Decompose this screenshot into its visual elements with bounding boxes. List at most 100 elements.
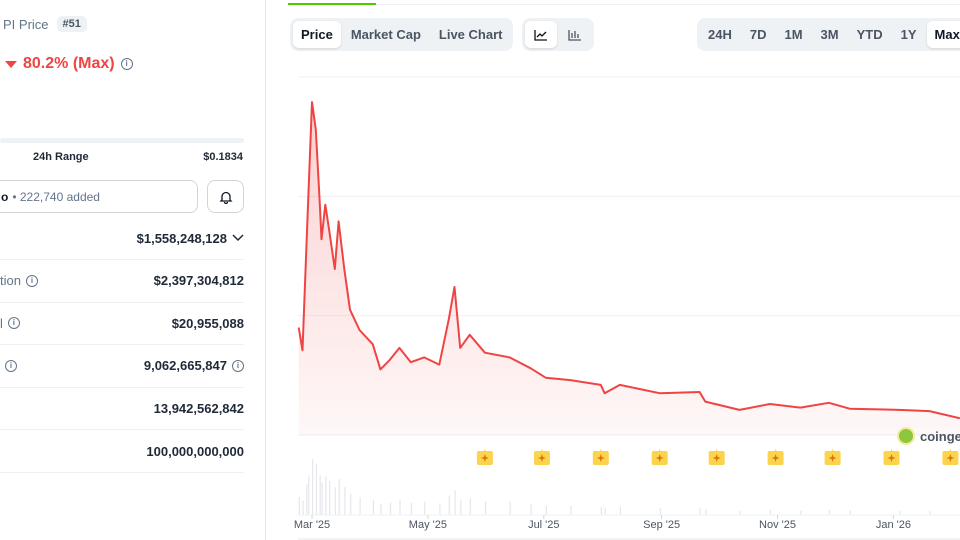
volume-bar: [334, 487, 336, 515]
info-icon[interactable]: i: [232, 359, 244, 372]
x-tick-label: May '25: [409, 519, 447, 531]
volume-bar: [298, 497, 300, 515]
volume-bar: [325, 476, 327, 515]
x-tick-label: Jul '25: [528, 519, 559, 531]
event-marker: [476, 449, 493, 465]
stat-value-text: $2,397,304,812: [153, 273, 244, 289]
stat-value-text: 9,062,665,847: [143, 358, 227, 374]
line-chart-icon: [534, 29, 547, 41]
range-1y[interactable]: 1Y: [900, 27, 917, 42]
volume-bar: [899, 510, 901, 515]
event-marker: [883, 449, 900, 465]
add-to-portfolio-button[interactable]: o • 222,740 added: [0, 180, 198, 213]
volume-bar: [448, 495, 450, 515]
info-icon[interactable]: i: [120, 58, 133, 70]
active-tab-indicator: [288, 3, 376, 5]
volume-bar: [699, 507, 701, 515]
range-max[interactable]: Max: [926, 21, 960, 48]
rank-badge: #51: [56, 16, 87, 32]
range-7d[interactable]: 7D: [749, 27, 767, 42]
volume-bar: [344, 487, 346, 515]
x-tick-label: Mar '25: [294, 519, 330, 531]
volume-bar: [659, 508, 661, 515]
range-label: 24h Range: [33, 151, 89, 163]
watermark-text: coingecko: [920, 428, 960, 444]
x-tick-label: Jan '26: [876, 519, 911, 531]
event-marker: [824, 449, 841, 465]
volume-bar: [380, 504, 382, 515]
candlestick-chart-icon: [568, 29, 581, 41]
price-change: 80.2% (Max) i: [5, 55, 133, 73]
volume-bar: [460, 500, 462, 515]
tab-market-cap[interactable]: Market Cap: [350, 27, 421, 42]
volume-bar: [570, 505, 572, 515]
volume-bar: [545, 505, 547, 515]
info-icon[interactable]: i: [7, 317, 20, 330]
chevron-down-icon[interactable]: [232, 234, 244, 242]
candlestick-chart-button[interactable]: [559, 21, 591, 48]
event-marker: [592, 449, 609, 465]
stat-label: tion i: [0, 273, 38, 288]
info-icon[interactable]: i: [25, 274, 38, 287]
event-marker: [708, 449, 725, 465]
coin-info-panel: PI Price #51 80.2% (Max) i 24h Range $0.…: [0, 0, 266, 540]
x-tick-label: Nov '25: [759, 519, 796, 531]
stat-value-text: 13,942,562,842: [153, 400, 244, 416]
volume-bar: [302, 500, 304, 515]
range-high: $0.1834: [203, 151, 243, 163]
stat-row: $1,558,248,128: [0, 217, 244, 260]
tab-live-chart[interactable]: Live Chart: [438, 27, 503, 42]
line-chart-button[interactable]: [525, 21, 557, 48]
stat-value: $2,397,304,812: [154, 273, 244, 288]
coingecko-logo-icon: [897, 427, 915, 445]
stat-label-text: l: [0, 315, 3, 331]
price-chart[interactable]: Mar '25 May '25 Jul '25 Sep '25 Nov '25 Jan '…: [290, 60, 960, 540]
volume-bar: [350, 494, 352, 515]
range-ytd[interactable]: YTD: [856, 27, 883, 42]
volume-bar: [600, 506, 602, 515]
volume-bar: [389, 502, 392, 515]
info-icon[interactable]: i: [5, 359, 17, 372]
stat-row: 100,000,000,000: [0, 430, 244, 473]
volume-bar: [359, 497, 361, 515]
chart-tab-group: Price Market Cap Live Chart: [290, 18, 514, 51]
volume-bar: [769, 509, 772, 515]
volume-bar: [306, 484, 308, 515]
coin-title: PI Price #51: [3, 16, 87, 32]
volume-bar: [739, 510, 741, 515]
price-alert-button[interactable]: [207, 180, 244, 213]
x-tick-label: Sep '25: [643, 519, 680, 531]
volume-bar: [308, 475, 310, 515]
stat-value: 100,000,000,000: [146, 444, 244, 459]
stat-value: $20,955,088: [172, 316, 244, 331]
price-change-value: 80.2% (Max): [23, 55, 115, 72]
volume-bar: [399, 500, 401, 515]
volume-bar: [800, 510, 802, 515]
volume-bar: [604, 508, 606, 515]
stat-value: $1,558,248,128: [137, 231, 244, 246]
stat-label-text: tion: [0, 273, 21, 289]
volume-bar: [319, 475, 321, 515]
tab-price[interactable]: Price: [293, 21, 341, 48]
volume-bar: [828, 509, 830, 515]
volume-bar: [849, 510, 851, 515]
stat-row: l i $20,955,088: [0, 302, 244, 346]
volume-bar: [321, 482, 323, 515]
volume-bar: [454, 490, 456, 515]
volume-bar: [705, 509, 707, 515]
range-24h[interactable]: 24H: [708, 27, 732, 42]
volume-bar: [509, 502, 511, 515]
time-range-group: 24H 7D 1M 3M YTD 1Y Max: [697, 18, 960, 51]
volume-bar: [469, 498, 471, 515]
price-area: [298, 102, 960, 435]
range-3m[interactable]: 3M: [820, 27, 839, 42]
volume-bar: [619, 506, 621, 515]
stat-value-text: $20,955,088: [171, 315, 244, 331]
volume-bar: [329, 480, 331, 515]
volume-bar: [338, 479, 340, 515]
range-bar: [0, 138, 244, 143]
range-1m[interactable]: 1M: [784, 27, 803, 42]
bell-icon: [218, 191, 233, 204]
tab-track: [376, 4, 960, 5]
